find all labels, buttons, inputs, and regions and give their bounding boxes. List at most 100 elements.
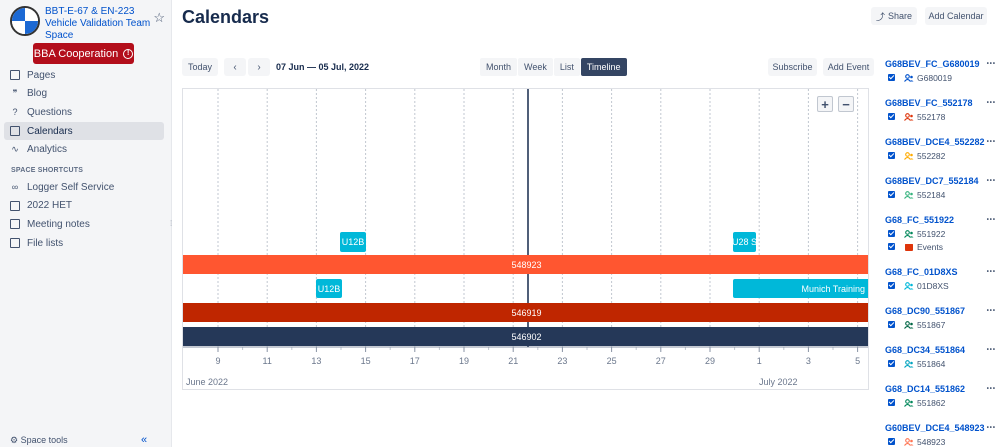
day-label: 17 <box>410 356 420 366</box>
calendar-name[interactable]: G68BEV_DC7_552184 ••• <box>885 173 998 188</box>
bba-cooperation-badge[interactable]: BBA Cooperation ! <box>33 43 134 64</box>
sub-calendar-checkbox[interactable] <box>888 113 895 120</box>
view-tab-month[interactable]: Month <box>480 58 518 76</box>
space-tools-label: Space tools <box>20 435 68 445</box>
sub-calendar-checkbox[interactable] <box>888 438 895 445</box>
sub-calendar-checkbox[interactable] <box>888 321 895 328</box>
timeline-event[interactable]: U12B <box>316 279 342 298</box>
more-options-icon[interactable]: ••• <box>986 307 996 314</box>
sub-calendar-checkbox[interactable] <box>888 74 895 81</box>
nav-item-calendars[interactable]: Calendars <box>4 121 164 141</box>
space-shortcuts: ∞ Logger Self Service 2022 HET Meeting note… <box>4 178 164 252</box>
people-icon <box>904 437 914 446</box>
more-options-icon[interactable]: ••• <box>986 138 996 145</box>
calendar-name[interactable]: G68BEV_FC_552178 ••• <box>885 95 998 110</box>
calendar-group: G68BEV_DCE4_552282 ••• 552282 <box>885 134 998 173</box>
timeline-event[interactable]: U12B <box>340 232 366 252</box>
calendar-name[interactable]: G68_FC_01D8XS ••• <box>885 264 998 279</box>
calendar-name[interactable]: G68_DC34_551864 ••• <box>885 342 998 357</box>
quote-icon: ❞ <box>12 88 18 99</box>
collapse-sidebar-icon[interactable]: « <box>141 434 148 446</box>
sub-calendar-checkbox[interactable] <box>888 230 895 237</box>
calendar-name-label: G68_DC34_551864 <box>885 344 966 355</box>
sub-calendar-label: G680019 <box>917 72 952 83</box>
shortcut-meeting-notes[interactable]: Meeting notes <box>4 215 164 234</box>
month-label: July 2022 <box>759 377 798 387</box>
view-tab-timeline[interactable]: Timeline <box>580 58 627 76</box>
nav-item-questions[interactable]: ? Questions <box>4 103 164 122</box>
shortcut-logger-self-service[interactable]: ∞ Logger Self Service <box>4 178 164 197</box>
analytics-icon: ∿ <box>11 144 19 155</box>
calendar-group: G68_DC34_551864 ••• 551864 <box>885 342 998 381</box>
timeline-event[interactable]: Munich Training <box>733 279 868 298</box>
more-options-icon[interactable]: ••• <box>986 60 996 67</box>
timeline[interactable]: 9 11 13 15 17 19 21 23 25 27 29 1 3 5 June 2022 July 20… <box>182 88 869 390</box>
more-options-icon[interactable]: ••• <box>986 346 996 353</box>
view-tab-list[interactable]: List <box>553 58 580 76</box>
sub-calendar-label: 552184 <box>917 189 946 200</box>
more-options-icon[interactable]: ••• <box>986 268 996 275</box>
sub-calendar-checkbox[interactable] <box>888 243 895 250</box>
sub-calendar-checkbox[interactable] <box>888 282 895 289</box>
space-title[interactable]: BBT-E-67 & EN-223 Vehicle Validation Tea… <box>45 6 151 41</box>
sidebar: BBT-E-67 & EN-223 Vehicle Validation Tea… <box>0 0 172 447</box>
day-label: 21 <box>508 356 518 366</box>
timeline-event[interactable]: 546902 <box>183 327 868 346</box>
sub-calendar-checkbox[interactable] <box>888 191 895 198</box>
add-event-button[interactable]: Add Event <box>823 58 874 76</box>
people-icon <box>904 151 914 160</box>
people-icon <box>904 190 914 199</box>
sub-calendar-checkbox[interactable] <box>888 360 895 367</box>
timeline-event[interactable]: U28 S <box>733 232 756 252</box>
sub-calendar-row: 551867 <box>885 318 998 331</box>
nav-item-analytics[interactable]: ∿ Analytics <box>4 140 164 159</box>
space-logo-icon[interactable] <box>10 6 40 36</box>
timeline-event[interactable]: 546919 <box>183 303 868 322</box>
sub-calendar-label: 551864 <box>917 358 946 369</box>
calendar-name[interactable]: G60BEV_DCE4_548923 ••• <box>885 420 998 435</box>
sub-calendar-checkbox[interactable] <box>888 152 895 159</box>
nav-item-label: Logger Self Service <box>27 181 115 193</box>
calendar-name[interactable]: G68BEV_DCE4_552282 ••• <box>885 134 998 149</box>
sub-calendar-label: 552178 <box>917 111 946 122</box>
space-tools-button[interactable]: ⚙ Space tools <box>10 435 68 446</box>
today-button[interactable]: Today <box>182 58 218 76</box>
calendar-name-label: G68BEV_DC7_552184 <box>885 175 979 186</box>
star-icon[interactable]: ☆ <box>153 10 165 25</box>
calendar-name[interactable]: G68_FC_551922 ••• <box>885 212 998 227</box>
more-options-icon[interactable]: ••• <box>986 424 996 431</box>
previous-button[interactable]: ‹ <box>224 58 246 76</box>
zoom-out-button[interactable]: − <box>838 96 854 112</box>
people-icon <box>904 281 914 290</box>
sidebar-resize-handle-icon[interactable]: ⁞ <box>170 219 173 228</box>
nav-item-label: Blog <box>27 88 48 100</box>
more-options-icon[interactable]: ••• <box>986 177 996 184</box>
calendar-name[interactable]: G68_DC90_551867 ••• <box>885 303 998 318</box>
nav-item-pages[interactable]: Pages <box>4 66 164 85</box>
more-options-icon[interactable]: ••• <box>986 99 996 106</box>
more-options-icon[interactable]: ••• <box>986 385 996 392</box>
add-calendar-button[interactable]: Add Calendar <box>925 7 987 25</box>
space-header: BBT-E-67 & EN-223 Vehicle Validation Tea… <box>10 6 165 41</box>
day-label: 5 <box>855 356 860 366</box>
calendar-name-label: G60BEV_DCE4_548923 <box>885 422 985 433</box>
subscribe-button[interactable]: Subscribe <box>768 58 817 76</box>
calendar-name[interactable]: G68BEV_FC_G680019 ••• <box>885 56 998 71</box>
next-button[interactable]: › <box>248 58 270 76</box>
calendar-group: G68BEV_FC_G680019 ••• G680019 <box>885 56 998 95</box>
calendar-group: G68BEV_FC_552178 ••• 552178 <box>885 95 998 134</box>
sub-calendar-checkbox[interactable] <box>888 399 895 406</box>
shortcut-file-lists[interactable]: File lists <box>4 234 164 253</box>
timeline-event[interactable]: 548923 <box>183 255 868 274</box>
nav-item-blog[interactable]: ❞ Blog <box>4 85 164 104</box>
view-tab-week[interactable]: Week <box>518 58 553 76</box>
shortcut-2022-het[interactable]: 2022 HET <box>4 197 164 216</box>
space-navigation: Pages ❞ Blog ? Questions Calendars ∿ Analytics <box>4 66 164 159</box>
zoom-in-button[interactable]: + <box>817 96 833 112</box>
more-options-icon[interactable]: ••• <box>986 216 996 223</box>
calendar-group: G68_FC_551922 ••• 551922 Events <box>885 212 998 264</box>
people-icon <box>904 398 914 407</box>
calendar-name[interactable]: G68_DC14_551862 ••• <box>885 381 998 396</box>
share-button[interactable]: ⤴ Share <box>871 7 917 25</box>
date-range: 07 Jun — 05 Jul, 2022 <box>276 62 370 72</box>
